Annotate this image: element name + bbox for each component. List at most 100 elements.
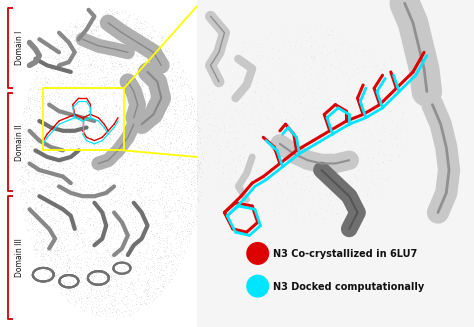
Point (89, 9, 96, 14)
Point (111, 228, 118, 233)
Point (72, 300, 79, 305)
Point (219, 81, 227, 87)
Point (129, 168, 137, 173)
Point (134, 128, 141, 133)
Point (79, 186, 86, 192)
Point (194, 114, 202, 119)
Point (137, 21, 145, 26)
Point (345, 183, 353, 188)
Point (147, 128, 155, 133)
Point (110, 298, 118, 303)
Point (73, 256, 81, 262)
Point (172, 136, 180, 141)
Point (310, 55, 318, 60)
Point (84, 264, 91, 269)
Point (96, 167, 104, 172)
Point (123, 308, 130, 313)
Point (138, 31, 146, 36)
Point (155, 30, 163, 35)
Point (55, 172, 62, 178)
Point (132, 162, 140, 167)
Point (32, 141, 39, 146)
Point (157, 145, 165, 150)
Point (138, 69, 146, 75)
Point (120, 175, 128, 181)
Point (123, 252, 131, 257)
Point (83, 154, 91, 159)
Point (161, 179, 168, 184)
Point (105, 279, 112, 284)
Point (188, 219, 196, 224)
Point (121, 233, 129, 238)
Point (97, 74, 105, 79)
Point (98, 116, 106, 122)
Point (65, 138, 73, 143)
Point (142, 98, 150, 103)
Point (192, 135, 200, 140)
Point (51, 232, 58, 237)
Point (17, 186, 24, 192)
Point (162, 146, 169, 151)
Point (137, 255, 145, 261)
Point (45, 105, 52, 110)
Point (65, 95, 73, 100)
Point (123, 204, 130, 209)
Point (357, 110, 365, 115)
Point (61, 286, 68, 291)
Point (99, 250, 107, 256)
Point (173, 236, 180, 241)
Point (97, 218, 104, 223)
Point (61, 42, 69, 47)
Point (102, 316, 109, 321)
Point (108, 309, 116, 314)
Point (109, 264, 117, 269)
Point (108, 156, 115, 161)
Point (102, 274, 110, 280)
Point (144, 207, 151, 213)
Point (66, 260, 73, 265)
Point (85, 249, 92, 254)
Point (48, 140, 55, 146)
Point (64, 267, 71, 272)
Point (109, 167, 117, 172)
Point (288, 137, 295, 142)
Point (208, 122, 215, 128)
Point (188, 231, 195, 236)
Point (138, 174, 146, 179)
Point (398, 115, 405, 120)
Point (179, 204, 186, 209)
Point (114, 32, 121, 37)
Point (256, 140, 264, 145)
Point (48, 67, 55, 72)
Point (47, 248, 55, 253)
Point (235, 152, 242, 158)
Point (111, 128, 119, 133)
Point (168, 130, 175, 135)
Point (152, 217, 160, 223)
Point (101, 225, 109, 231)
Point (193, 170, 201, 175)
Point (312, 136, 320, 141)
Point (181, 233, 188, 239)
Point (145, 141, 152, 146)
Point (129, 41, 137, 46)
Point (101, 209, 109, 215)
Point (23, 195, 31, 200)
Point (26, 152, 34, 158)
Point (148, 106, 155, 112)
Point (71, 230, 79, 235)
Point (143, 50, 150, 55)
Point (78, 156, 85, 161)
Point (60, 150, 67, 155)
Point (128, 151, 136, 157)
Point (94, 238, 102, 244)
Point (124, 14, 132, 20)
Point (70, 238, 78, 243)
Point (45, 141, 52, 146)
Point (101, 74, 109, 79)
Point (380, 159, 387, 164)
Point (147, 36, 155, 41)
Point (115, 197, 123, 202)
Point (229, 155, 237, 161)
Point (126, 65, 133, 71)
